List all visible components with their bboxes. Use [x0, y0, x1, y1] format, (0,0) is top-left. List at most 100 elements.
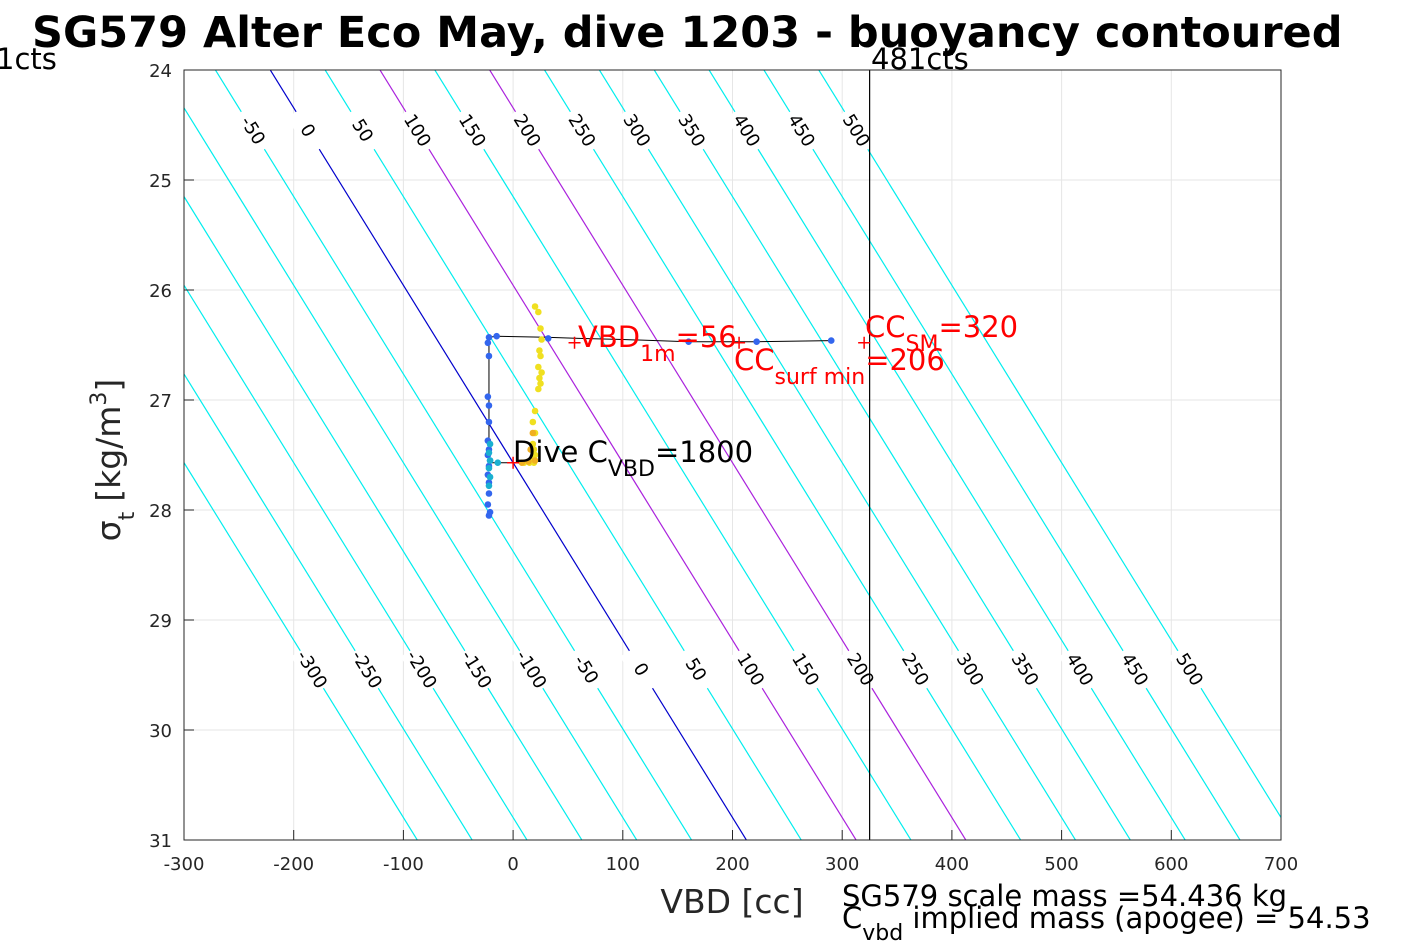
data-point-cyan — [494, 459, 502, 467]
top-right-label: 481cts — [871, 42, 969, 76]
contour-label-bg — [396, 106, 439, 155]
y-tick-label: 28 — [149, 501, 172, 522]
contour-line — [184, 372, 473, 840]
data-point-yellow — [536, 374, 543, 382]
y-axis-ticks: 24 25 26 27 28 29 30 31 — [149, 61, 194, 852]
contour-label-bg — [506, 106, 549, 155]
x-tick-label: 300 — [825, 854, 859, 875]
plus-marker — [507, 456, 520, 469]
data-point-yellow — [535, 385, 542, 393]
data-point-blue — [485, 512, 493, 519]
y-tick-label: 31 — [149, 831, 172, 852]
data-point-blue — [827, 337, 835, 344]
contour-label-bg — [894, 645, 937, 694]
y-axis-label: σt[kg/m3] — [87, 379, 140, 542]
data-point-blue — [493, 332, 500, 340]
contour-label-bg — [455, 645, 498, 694]
x-tick-label: 400 — [935, 854, 969, 875]
data-point-cyan — [485, 482, 493, 490]
data-point-cyan — [486, 473, 494, 481]
data-point-yellow — [538, 369, 545, 376]
contour-label-bg — [1003, 645, 1046, 694]
contour-label-bg — [615, 106, 658, 155]
plus-marker — [733, 336, 746, 349]
plus-marker — [568, 336, 581, 349]
data-point-yellow — [529, 440, 537, 448]
footer-implied-mass: Cvbd implied mass (apogee) = 54.53 — [842, 901, 1371, 945]
y-tick-label: 30 — [149, 721, 172, 742]
plus-markers — [507, 336, 871, 469]
data-point-blue — [484, 393, 492, 401]
annotation-cc-surf-min: CCsurf min=206 — [734, 343, 945, 390]
x-tick-label: 600 — [1154, 854, 1188, 875]
top-left-label: 1cts — [0, 42, 57, 76]
contour-label-bg — [784, 645, 827, 694]
contour-line — [184, 284, 528, 840]
contour-line — [184, 461, 418, 840]
data-point-blue — [685, 338, 692, 346]
data-point-blue — [484, 501, 492, 508]
chart-title: SG579 Alter Eco May, dive 1203 - buoyanc… — [32, 8, 1343, 58]
data-point-orange — [525, 458, 532, 465]
data-point-cyan — [485, 464, 493, 472]
data-point-yellow — [535, 363, 542, 371]
contour-label-bg — [1058, 645, 1101, 694]
y-tick-label: 25 — [149, 171, 172, 192]
data-point-orange — [531, 457, 539, 464]
data-point-blue — [485, 490, 493, 497]
x-axis-label: VBD [cc] — [660, 882, 803, 921]
data-point-blue — [484, 339, 492, 347]
contour-label-bg — [341, 106, 384, 155]
x-tick-label: -100 — [383, 854, 424, 875]
y-tick-label: 27 — [149, 391, 172, 412]
contour-label-bg — [561, 106, 603, 155]
data-point-yellow — [536, 347, 543, 354]
contour-label-bg — [949, 645, 991, 694]
contour-label-bg — [400, 645, 443, 694]
footer-scale-mass: SG579 scale mass =54.436 kg — [842, 879, 1287, 913]
contour-label-bg — [290, 645, 333, 694]
contour-label-bg — [565, 645, 608, 694]
contour-label-bg — [1113, 645, 1156, 694]
x-tick-label: -300 — [164, 854, 205, 875]
data-point-cyan — [485, 449, 493, 457]
x-tick-label: -200 — [273, 854, 314, 875]
data-point-blue — [485, 352, 493, 360]
contour-label-bg — [286, 106, 329, 155]
data-point-orange — [529, 429, 537, 437]
y-tick-label: 26 — [149, 281, 172, 302]
data-point-cyan — [486, 440, 494, 448]
annotation-cc-sm: CCSM=320 — [865, 310, 1018, 357]
contour-label-bg — [725, 106, 768, 155]
contour-label-bg — [674, 645, 717, 694]
contour-label-bg — [839, 645, 882, 694]
data-point-blue — [485, 418, 493, 426]
y-tick-label: 29 — [149, 611, 172, 632]
x-tick-label: 700 — [1264, 854, 1298, 875]
data-point-orange — [518, 459, 526, 467]
data-point-yellow — [529, 418, 537, 426]
data-points — [484, 303, 835, 519]
contour-label-bg — [451, 106, 494, 155]
contour-label-bg — [835, 106, 878, 155]
contour-label-bg — [1168, 645, 1211, 694]
data-point-yellow — [538, 336, 545, 343]
data-point-yellow — [537, 352, 544, 360]
plus-marker — [858, 336, 871, 349]
data-point-yellow — [531, 407, 539, 415]
y-tick-label: 24 — [149, 61, 172, 82]
contour-label-bg — [670, 106, 713, 155]
contour-label-bg — [729, 645, 772, 694]
data-point-yellow — [531, 303, 539, 310]
contour-label-bg — [510, 645, 553, 694]
data-point-yellow — [537, 380, 544, 387]
contour-line — [184, 195, 583, 840]
x-tick-label: 0 — [507, 854, 518, 875]
annotation-vbd-1m: VBD1m=56 — [578, 320, 737, 367]
data-point-yellow — [531, 451, 539, 459]
contour-label-bg — [345, 645, 388, 694]
data-point-yellow — [535, 308, 542, 316]
annotation-dive-cvbd: Dive CVBD=1800 — [513, 435, 753, 482]
x-axis-ticks: -300 -200 -100 0 100 200 300 400 500 600 700 — [164, 830, 1298, 875]
